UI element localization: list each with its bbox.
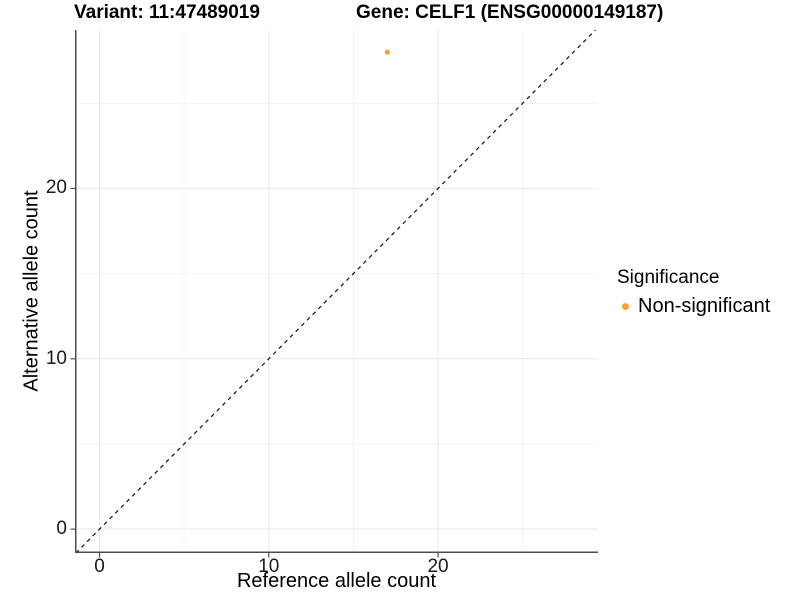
legend-item-label: Non-significant (638, 295, 771, 317)
legend-item-non-significant: Non-significant (622, 294, 770, 318)
legend-point-icon (622, 302, 629, 310)
y-tick-label: 0 (56, 518, 67, 540)
x-tick-label: 0 (94, 556, 105, 577)
y-tick-label: 20 (45, 177, 67, 199)
legend: Significance Non-significant (617, 267, 770, 318)
legend-title: Significance (617, 267, 720, 288)
gene-title: Gene: CELF1 (ENSG00000149187) (356, 2, 664, 23)
data-point (384, 49, 390, 55)
x-tick-label: 10 (258, 556, 280, 577)
plot-panel (70, 29, 598, 558)
variant-title: Variant: 11:47489019 (74, 2, 260, 23)
x-tick-label: 20 (427, 556, 449, 577)
x-axis-title: Reference allele count (236, 570, 436, 592)
plot-canvas (70, 29, 598, 558)
y-tick-label: 10 (45, 347, 67, 369)
identity-dashed-line (75, 29, 596, 554)
